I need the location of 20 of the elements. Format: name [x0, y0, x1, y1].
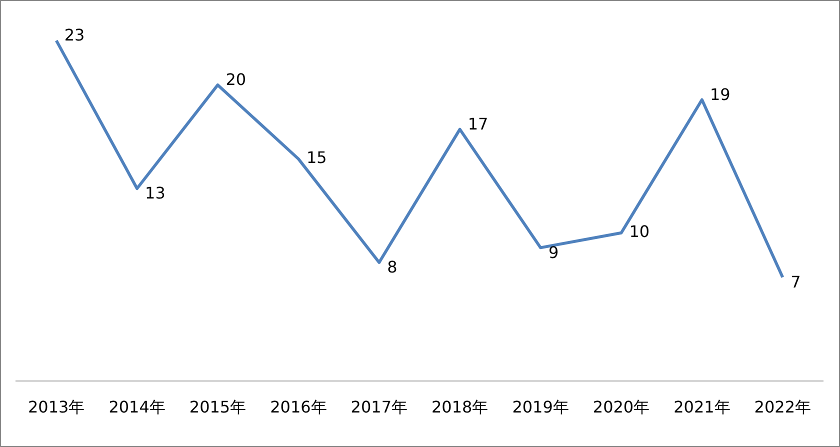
x-tick-label: 2020年 [592, 398, 650, 417]
x-tick-label: 2021年 [674, 398, 730, 417]
data-label: 23 [64, 26, 85, 45]
data-label: 19 [710, 84, 730, 104]
x-tick-label: 2022年 [754, 398, 812, 417]
x-tick-label: 2016年 [270, 398, 327, 417]
x-tick-label: 2013年 [28, 398, 85, 417]
x-tick-label: 2015年 [189, 398, 246, 417]
x-tick-label: 2018年 [431, 398, 488, 417]
data-label: 10 [629, 222, 650, 242]
data-label: 17 [468, 114, 488, 134]
data-label: 7 [790, 272, 801, 292]
data-label: 20 [226, 70, 246, 90]
x-tick-label: 2014年 [108, 398, 166, 417]
data-label: 13 [145, 184, 166, 203]
x-tick-label: 2019年 [512, 398, 569, 417]
x-tick-label: 2017年 [350, 398, 408, 417]
data-label: 8 [387, 258, 398, 277]
data-label: 15 [306, 148, 327, 168]
data-label: 9 [548, 242, 559, 262]
